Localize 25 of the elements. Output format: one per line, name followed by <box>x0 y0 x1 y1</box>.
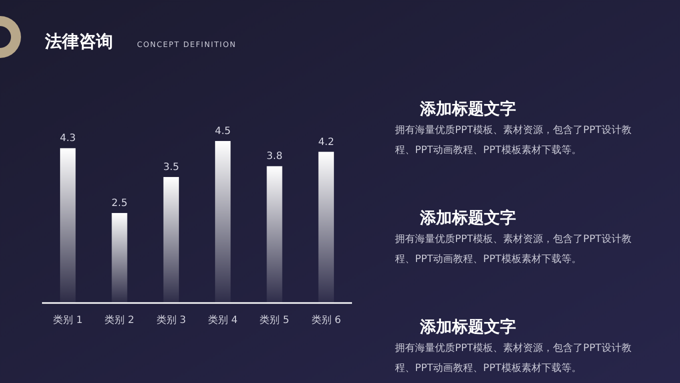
x-tick-label: 类别 4 <box>208 314 238 326</box>
bar <box>266 166 282 303</box>
data-label: 4.3 <box>60 133 76 144</box>
text: 添加标题文字 <box>419 208 516 227</box>
data-label: 3.8 <box>266 151 282 162</box>
data-label: 2.5 <box>112 198 128 209</box>
text: 拥有海量优质PPT模板、素材资源，包含了PPT设计教程、PPT动画教程、PPT模板素材下载等。 <box>395 342 632 374</box>
x-tick-label: 类别 3 <box>156 314 186 326</box>
data-label: 4.2 <box>318 136 334 148</box>
bar <box>60 148 76 303</box>
bar <box>163 177 179 303</box>
bar <box>318 152 334 303</box>
text: 拥有海量优质PPT模板、素材资源，包含了PPT设计教程、PPT动画教程、PPT模板素材下载等。 <box>395 124 632 156</box>
bar <box>112 213 128 303</box>
x-tick-label: 类别 2 <box>104 314 134 326</box>
text: 添加标题文字 <box>419 99 516 118</box>
text: 拥有海量优质PPT模板、素材资源，包含了PPT设计教程、PPT动画教程、PPT模板素材下载等。 <box>395 233 632 265</box>
chart-title: 法律咨询 <box>44 32 113 52</box>
x-tick-label: 类别 5 <box>260 314 290 326</box>
data-label: 4.5 <box>214 126 231 137</box>
x-tick-label: 类别 1 <box>53 314 83 326</box>
bar <box>215 141 231 303</box>
x-tick-label: 类别 6 <box>311 314 341 326</box>
data-label: 3.5 <box>163 162 180 173</box>
text: 添加标题文字 <box>419 317 516 336</box>
